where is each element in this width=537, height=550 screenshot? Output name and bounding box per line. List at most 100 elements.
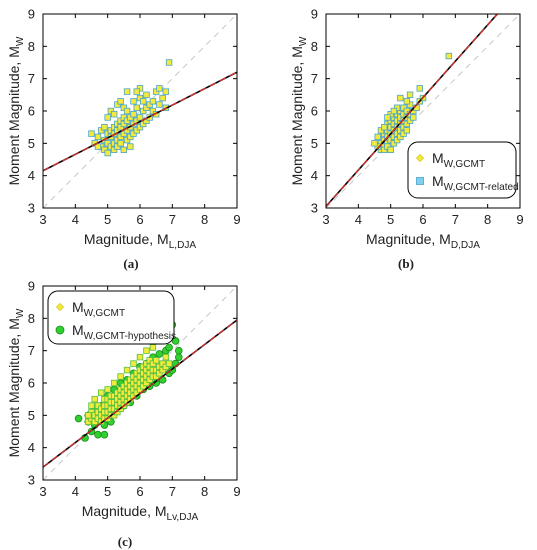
data-point	[104, 395, 111, 403]
data-point	[400, 117, 407, 124]
data-point	[120, 395, 128, 403]
x-tick-label: 3	[39, 212, 46, 227]
data-point	[98, 389, 105, 396]
data-point	[114, 101, 121, 108]
data-point	[117, 117, 124, 124]
data-point	[127, 143, 134, 150]
data-point	[159, 94, 166, 102]
data-points	[371, 52, 453, 153]
fit-line-dashed	[43, 71, 237, 172]
data-point	[380, 123, 388, 131]
data-point	[110, 123, 118, 131]
data-point	[384, 143, 391, 150]
data-point	[146, 101, 153, 108]
x-tick-label: 7	[169, 212, 176, 227]
data-point	[104, 386, 111, 393]
y-tick-label: 5	[28, 136, 35, 151]
data-point	[120, 146, 128, 153]
data-point	[380, 130, 388, 137]
data-point	[117, 399, 124, 406]
y-axis-label: Moment Magnitude, MW	[289, 36, 309, 185]
data-point	[377, 140, 385, 147]
x-tick-label: 9	[233, 212, 240, 227]
reference-line	[43, 14, 237, 208]
data-point	[162, 363, 170, 371]
y-tick-label: 5	[311, 136, 318, 151]
data-point	[127, 114, 134, 121]
data-point	[143, 379, 150, 387]
x-tick-label: 8	[201, 484, 208, 499]
legend: MW,GCMT MW,GCMT-related	[407, 141, 519, 199]
data-point	[101, 123, 108, 131]
data-point	[155, 350, 164, 358]
data-point	[380, 146, 388, 153]
chart-panel-2: 3 4 5 6 7 8 9 3 4 5 6 7 8 9 Magnitude, MD,DJA Moment Ma…	[289, 7, 524, 272]
data-point	[136, 379, 144, 387]
data-point	[101, 146, 108, 153]
data-point	[406, 91, 414, 99]
data-point	[397, 107, 404, 115]
data-point	[377, 127, 385, 134]
data-point	[120, 104, 128, 111]
data-point	[91, 412, 98, 419]
data-point	[175, 346, 183, 355]
data-point	[110, 146, 118, 153]
data-point	[110, 405, 118, 413]
data-point	[74, 414, 83, 423]
legend-box	[47, 290, 175, 345]
x-tick-label: 5	[104, 212, 111, 227]
data-point	[403, 107, 411, 115]
data-point	[133, 383, 140, 390]
data-point	[120, 120, 128, 128]
data-point	[387, 123, 394, 131]
panel-label: (b)	[398, 256, 414, 271]
data-point	[110, 399, 118, 406]
data-point	[387, 136, 394, 144]
data-point	[114, 143, 121, 150]
data-point	[171, 337, 180, 345]
data-point	[384, 114, 391, 121]
data-point	[120, 114, 128, 121]
data-point	[384, 120, 391, 128]
legend-marker-circle	[55, 325, 65, 335]
data-point	[156, 370, 163, 377]
x-tick-label: 3	[322, 212, 329, 227]
data-point	[146, 357, 153, 364]
data-point	[403, 127, 411, 134]
y-tick-label: 3	[28, 201, 35, 216]
data-point	[146, 363, 153, 371]
data-point	[91, 418, 98, 425]
data-point	[120, 130, 128, 137]
data-point	[400, 123, 407, 131]
x-axis-label: Magnitude, ML,DJA	[84, 231, 197, 251]
data-point	[410, 114, 417, 121]
data-point	[400, 130, 407, 137]
data-point	[123, 386, 131, 393]
data-point	[397, 133, 404, 141]
data-point	[152, 357, 160, 364]
data-point	[107, 127, 115, 134]
data-point	[146, 370, 153, 377]
legend: MW,GCMT MW,GCMT-hypothesis	[47, 290, 176, 345]
x-tick-label: 8	[484, 212, 491, 227]
data-point	[127, 389, 134, 396]
y-tick-label: 8	[311, 39, 318, 54]
data-point	[152, 373, 160, 380]
data-point	[136, 123, 144, 131]
data-point	[88, 130, 95, 137]
data-point	[88, 402, 95, 409]
y-tick-label: 9	[311, 7, 318, 22]
data-point	[136, 386, 144, 393]
data-point	[98, 127, 105, 134]
data-point	[117, 123, 124, 131]
legend-entry-label: MW,GCMT	[432, 150, 485, 170]
data-point	[94, 133, 102, 141]
data-point	[397, 94, 404, 102]
data-point	[140, 120, 147, 128]
data-point	[107, 143, 115, 150]
data-point	[140, 107, 147, 115]
legend-entry-label: MW,GCMT-related	[432, 173, 519, 193]
data-point	[117, 98, 124, 105]
data-point	[143, 104, 150, 111]
y-tick-label: 8	[28, 311, 35, 326]
